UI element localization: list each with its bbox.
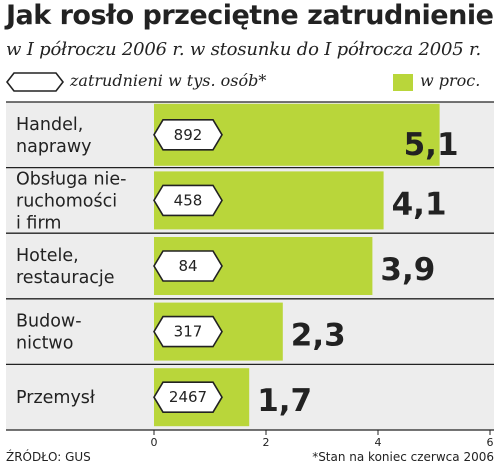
value-label: 1,7 [257,383,312,419]
category-label: ruchomości [16,191,117,211]
legend-employed-label: zatrudnieni w tys. osób* [70,71,267,90]
category-label: Hotele, [16,246,79,266]
employed-count: 2467 [169,388,207,406]
employed-hexagon [153,184,223,217]
category-label: Handel, [16,115,83,135]
legend-percent-label: w proc. [420,71,481,90]
employed-count: 892 [174,126,203,144]
x-tick-label: 0 [151,436,158,449]
x-tick-label: 6 [487,436,494,449]
category-label: Przemysł [16,388,95,408]
value-label: 2,3 [291,318,346,354]
legend-hexagon-icon [6,72,64,92]
category-label: i firm [16,213,61,233]
category-label: Obsługa nie- [16,169,127,189]
x-tick-label: 2 [263,436,270,449]
value-label: 5,1 [404,127,459,163]
employed-hexagon [153,381,223,414]
x-tick-label: 4 [375,436,382,449]
employed-count: 84 [178,257,197,275]
category-label: naprawy [16,137,92,157]
employed-hexagon [153,250,223,282]
employed-count: 317 [174,323,203,341]
employed-count: 458 [174,191,203,209]
footnote: *Stan na koniec czerwca 2006 [312,450,494,464]
value-label: 3,9 [380,252,435,288]
legend-percent-swatch [393,74,413,91]
source-note: ŹRÓDŁO: GUS [6,450,91,464]
employed-hexagon [153,315,223,348]
chart-subtitle: w I półroczu 2006 r. w stosunku do I pół… [6,39,482,60]
category-label: restauracje [16,268,115,288]
employed-hexagon [153,119,223,151]
category-label: Budow- [16,312,82,332]
chart-title: Jak rosło przeciętne zatrudnienie [6,0,494,31]
value-label: 4,1 [392,186,447,222]
category-label: nictwo [16,334,73,354]
